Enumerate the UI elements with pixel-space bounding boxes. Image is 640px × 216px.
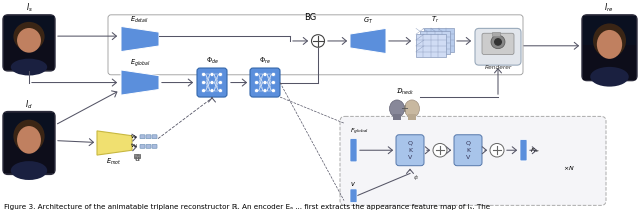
FancyBboxPatch shape <box>140 135 145 139</box>
Circle shape <box>255 81 259 85</box>
Circle shape <box>271 89 275 93</box>
Text: K: K <box>466 148 470 153</box>
Ellipse shape <box>11 161 47 180</box>
FancyBboxPatch shape <box>146 135 151 139</box>
Circle shape <box>218 89 223 93</box>
Circle shape <box>271 72 275 76</box>
Ellipse shape <box>593 23 626 58</box>
Text: BG: BG <box>304 13 316 22</box>
Circle shape <box>210 81 214 85</box>
Text: $v_s$: $v_s$ <box>130 133 138 141</box>
Text: $F_{global}$: $F_{global}$ <box>350 127 369 137</box>
FancyBboxPatch shape <box>454 135 482 166</box>
Circle shape <box>202 81 205 85</box>
Circle shape <box>271 81 275 85</box>
Circle shape <box>491 35 505 49</box>
FancyBboxPatch shape <box>152 145 157 148</box>
Bar <box>4 16 54 40</box>
Circle shape <box>490 143 504 157</box>
FancyBboxPatch shape <box>3 111 55 174</box>
FancyBboxPatch shape <box>350 189 357 202</box>
Text: $v$: $v$ <box>350 180 356 188</box>
Text: Figure 3. Architecture of the animatable triplane reconstructor ℝ. An encoder Eₐ: Figure 3. Architecture of the animatable… <box>4 204 490 210</box>
Circle shape <box>494 38 502 46</box>
Text: +: + <box>401 104 408 114</box>
Bar <box>134 154 140 158</box>
Circle shape <box>202 72 205 76</box>
Text: $\phi_l$: $\phi_l$ <box>413 173 419 183</box>
Bar <box>424 28 454 52</box>
Polygon shape <box>350 28 386 54</box>
Text: $\times N$: $\times N$ <box>563 164 575 172</box>
Polygon shape <box>121 70 159 95</box>
Ellipse shape <box>13 120 45 152</box>
Text: $\Phi_{re}$: $\Phi_{re}$ <box>259 56 271 66</box>
Circle shape <box>202 89 205 93</box>
Ellipse shape <box>404 100 419 117</box>
Ellipse shape <box>13 22 45 51</box>
Circle shape <box>210 72 214 76</box>
FancyBboxPatch shape <box>482 33 514 54</box>
Text: $T_r$: $T_r$ <box>431 15 439 25</box>
Text: Renderer: Renderer <box>484 65 511 70</box>
Ellipse shape <box>597 30 622 59</box>
Text: $I_d$: $I_d$ <box>25 98 33 111</box>
Bar <box>408 114 416 120</box>
Text: $G_T$: $G_T$ <box>363 16 373 26</box>
Text: Q: Q <box>465 140 470 145</box>
FancyBboxPatch shape <box>197 68 227 97</box>
Polygon shape <box>121 26 159 52</box>
Bar <box>420 31 450 54</box>
Ellipse shape <box>11 59 47 75</box>
FancyBboxPatch shape <box>396 135 424 166</box>
FancyBboxPatch shape <box>340 116 606 205</box>
FancyBboxPatch shape <box>250 68 280 97</box>
Circle shape <box>263 81 267 85</box>
Circle shape <box>263 89 267 93</box>
Text: V: V <box>466 156 470 160</box>
Text: $E_{global}$: $E_{global}$ <box>130 57 150 69</box>
Text: Q: Q <box>408 140 413 145</box>
FancyBboxPatch shape <box>350 139 357 162</box>
FancyBboxPatch shape <box>146 145 151 148</box>
Circle shape <box>312 35 324 47</box>
Bar <box>4 16 54 70</box>
Circle shape <box>255 72 259 76</box>
Text: $F_{re}$: $F_{re}$ <box>530 146 540 155</box>
Circle shape <box>255 89 259 93</box>
Text: $I_s$: $I_s$ <box>26 1 33 14</box>
Text: $I_{re}$: $I_{re}$ <box>604 1 614 14</box>
Bar <box>4 113 54 173</box>
FancyBboxPatch shape <box>152 135 157 139</box>
FancyBboxPatch shape <box>3 15 55 71</box>
Circle shape <box>263 72 267 76</box>
Ellipse shape <box>590 67 628 87</box>
Ellipse shape <box>17 28 41 53</box>
FancyBboxPatch shape <box>475 28 521 65</box>
Bar <box>416 34 446 57</box>
FancyBboxPatch shape <box>582 15 637 81</box>
Text: K: K <box>408 148 412 153</box>
Text: $E_{detail}$: $E_{detail}$ <box>131 14 150 25</box>
Circle shape <box>210 89 214 93</box>
Ellipse shape <box>17 126 41 154</box>
Circle shape <box>218 81 223 85</box>
Text: $E_{mot}$: $E_{mot}$ <box>106 157 122 167</box>
Bar <box>393 114 401 120</box>
Bar <box>4 113 54 140</box>
Text: V: V <box>408 156 412 160</box>
Bar <box>492 32 500 36</box>
FancyBboxPatch shape <box>520 140 527 161</box>
Text: $\Phi_{de}$: $\Phi_{de}$ <box>205 56 218 66</box>
Ellipse shape <box>390 100 404 117</box>
Text: $v_d$: $v_d$ <box>129 142 138 150</box>
Polygon shape <box>97 131 132 155</box>
Circle shape <box>433 143 447 157</box>
Text: $\mathcal{D}_{neck}$: $\mathcal{D}_{neck}$ <box>396 87 414 97</box>
FancyBboxPatch shape <box>140 145 145 148</box>
Bar <box>583 16 636 44</box>
Bar <box>583 16 636 80</box>
Circle shape <box>218 72 223 76</box>
Text: $\mathbf{\hat{u}}$: $\mathbf{\hat{u}}$ <box>134 154 140 164</box>
